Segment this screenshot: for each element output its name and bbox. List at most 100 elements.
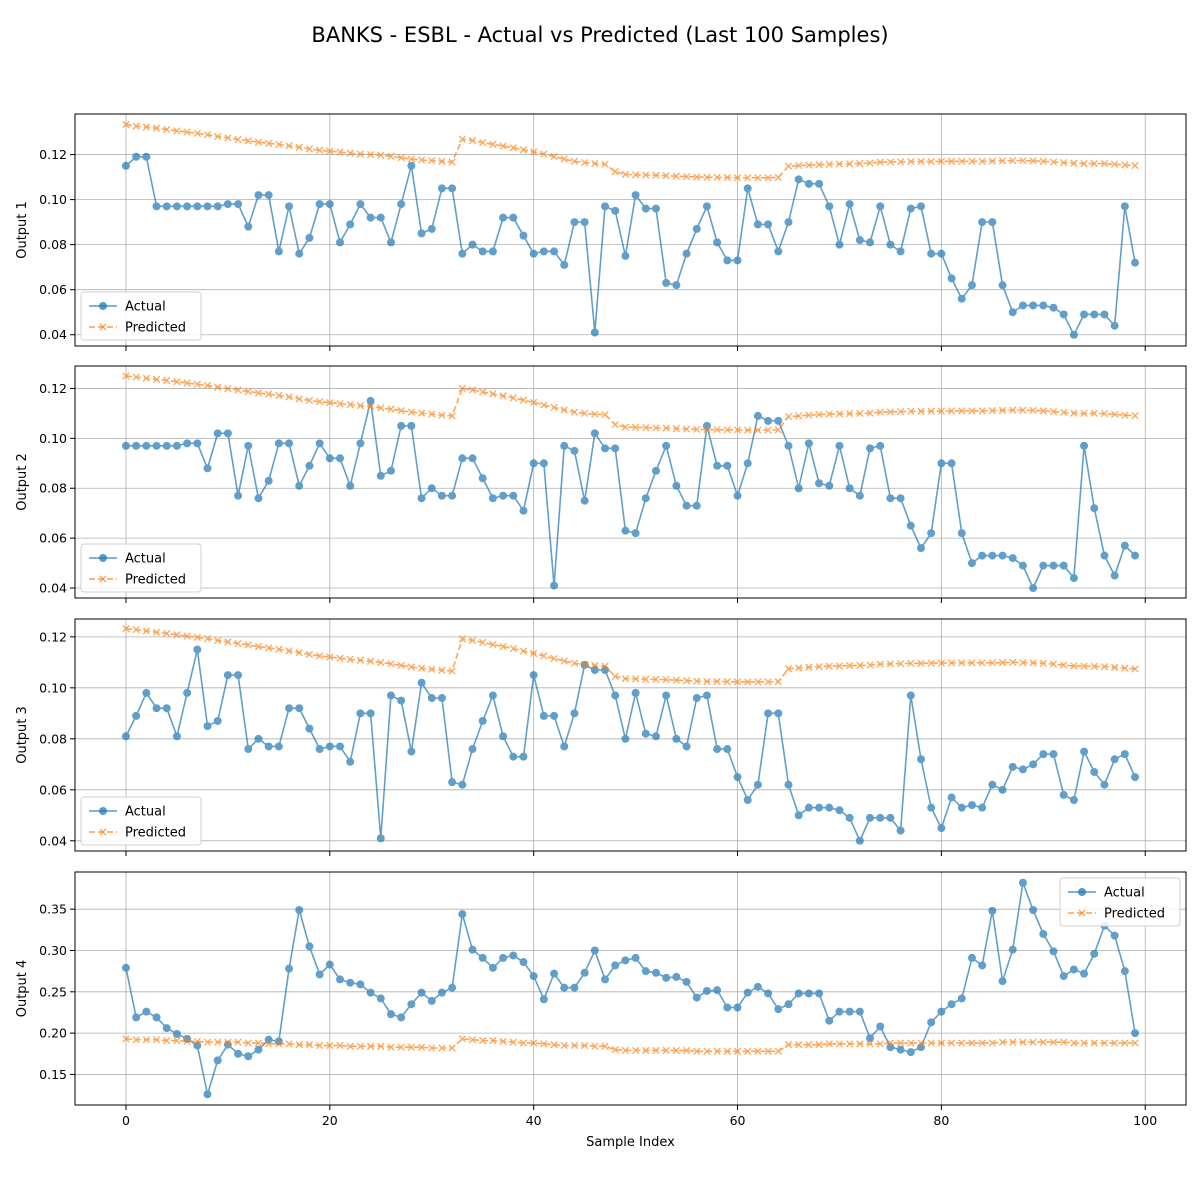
data-point-predicted — [1090, 1039, 1098, 1047]
data-point-predicted — [805, 1041, 813, 1049]
data-point-actual — [672, 972, 681, 981]
data-point-predicted — [315, 1041, 324, 1050]
data-point-actual — [264, 476, 273, 485]
data-point-actual — [509, 213, 518, 222]
data-point-actual — [397, 421, 406, 430]
data-point-actual — [519, 231, 528, 240]
data-point-predicted — [438, 1044, 446, 1052]
data-point-predicted — [163, 1036, 171, 1045]
y-axis-label: Output 4 — [15, 960, 30, 1018]
data-point-actual — [896, 494, 905, 503]
data-point-predicted — [152, 628, 161, 636]
data-point-predicted — [815, 161, 823, 169]
data-point-predicted — [152, 375, 161, 384]
legend-label: Actual — [125, 552, 166, 567]
data-point-actual — [162, 704, 171, 713]
data-point-predicted — [275, 1040, 283, 1048]
data-point-predicted — [285, 142, 293, 150]
data-point-actual — [957, 803, 966, 812]
data-point-predicted — [1100, 159, 1109, 168]
data-point-predicted — [214, 383, 222, 391]
data-point-actual — [448, 983, 457, 992]
data-point-actual — [519, 506, 528, 515]
data-point-predicted — [947, 1039, 956, 1047]
data-point-predicted — [835, 1040, 844, 1048]
data-point-actual — [927, 249, 936, 258]
legend-label: Predicted — [125, 573, 186, 588]
data-point-actual — [651, 732, 660, 741]
data-point-predicted — [876, 158, 884, 166]
data-point-actual — [132, 1013, 141, 1022]
data-point-predicted — [234, 135, 242, 144]
subplot-3: 0.04 0.06 0.08 0.10 0.12 Output 3 Actual Predic… — [15, 618, 1187, 856]
data-point-predicted — [1019, 406, 1027, 414]
data-point-predicted — [998, 1038, 1007, 1046]
data-point-actual — [611, 206, 620, 215]
data-point-actual — [764, 416, 773, 425]
data-point-actual — [611, 691, 620, 700]
data-point-predicted — [387, 660, 395, 668]
data-point-predicted — [479, 638, 487, 647]
data-point-predicted — [326, 653, 334, 661]
data-point-actual — [1080, 969, 1089, 978]
data-point-predicted — [682, 172, 691, 181]
data-point-actual — [662, 278, 671, 287]
data-point-predicted — [886, 158, 895, 166]
data-point-actual — [1100, 310, 1109, 319]
data-point-predicted — [1100, 1039, 1109, 1047]
data-point-actual — [702, 421, 711, 430]
data-point-predicted — [1009, 658, 1017, 667]
data-point-predicted — [356, 656, 365, 664]
data-point-actual — [142, 441, 151, 450]
data-point-predicted — [570, 1041, 579, 1050]
chart-title: BANKS - ESBL - Actual vs Predicted (Last… — [311, 23, 888, 47]
data-point-actual — [794, 989, 803, 998]
data-point-actual — [213, 429, 222, 438]
data-point-actual — [672, 734, 681, 743]
data-point-actual — [132, 711, 141, 720]
data-point-actual — [804, 439, 813, 448]
data-point-predicted — [805, 161, 813, 169]
data-point-actual — [937, 1007, 946, 1016]
data-point-predicted — [896, 1039, 905, 1047]
legend-label: Predicted — [125, 321, 186, 336]
data-point-actual — [1018, 878, 1027, 887]
data-point-actual — [1090, 949, 1099, 958]
data-point-predicted — [428, 1044, 436, 1052]
data-point-predicted — [387, 405, 395, 413]
legend: Actual Predicted — [1059, 877, 1181, 927]
data-point-predicted — [356, 150, 365, 158]
data-point-predicted — [621, 674, 630, 683]
data-point-predicted — [428, 410, 436, 418]
data-point-predicted — [265, 644, 273, 652]
data-point-actual — [305, 233, 314, 242]
data-point-actual — [835, 806, 844, 815]
data-point-predicted — [988, 406, 996, 415]
data-point-actual — [1120, 541, 1129, 550]
data-point-predicted — [346, 655, 354, 663]
data-point-predicted — [784, 1041, 793, 1049]
data-point-predicted — [560, 406, 568, 414]
data-point-actual — [601, 202, 610, 211]
data-point-predicted — [744, 426, 752, 434]
data-point-predicted — [1080, 662, 1088, 670]
data-point-predicted — [1090, 662, 1098, 671]
data-point-actual — [692, 501, 701, 510]
data-point-predicted — [601, 1042, 609, 1050]
data-point-actual — [1008, 554, 1017, 563]
data-point-actual — [315, 970, 324, 979]
data-point-predicted — [825, 160, 833, 168]
data-point-actual — [927, 529, 936, 538]
data-point-predicted — [621, 1046, 630, 1055]
data-point-actual — [733, 256, 742, 265]
data-point-predicted — [631, 423, 640, 432]
data-point-predicted — [764, 174, 772, 182]
data-point-actual — [794, 175, 803, 184]
data-point-predicted — [417, 409, 426, 417]
data-point-actual — [590, 328, 599, 337]
data-point-predicted — [825, 410, 833, 418]
data-point-predicted — [723, 426, 731, 434]
data-point-actual — [601, 444, 610, 453]
data-point-predicted — [397, 661, 405, 670]
data-point-actual — [213, 1056, 222, 1065]
